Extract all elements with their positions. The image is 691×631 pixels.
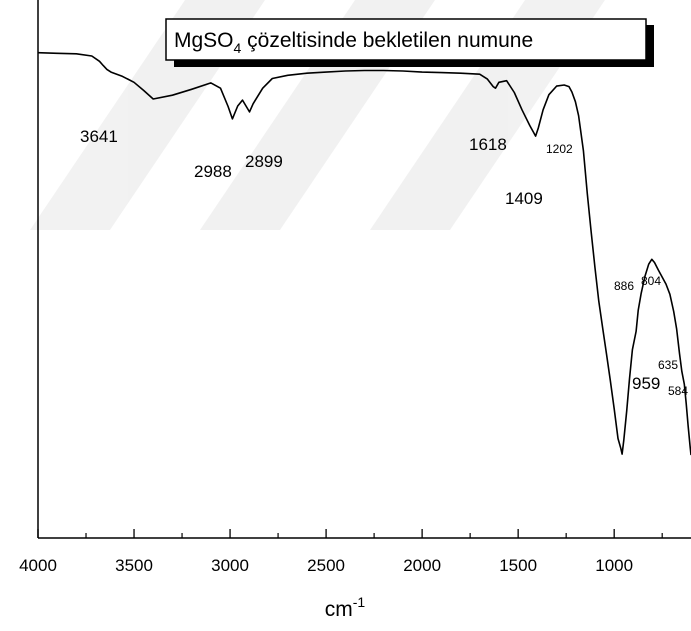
chart-title: MgSO4 çözeltisinde bekletilen numune: [174, 29, 533, 56]
peak-label-3641: 3641: [80, 127, 118, 146]
peak-label-959: 959: [632, 374, 660, 393]
peak-label-2988: 2988: [194, 162, 232, 181]
x-tick-label-1000: 1000: [595, 556, 633, 575]
peak-label-1618: 1618: [469, 135, 507, 154]
peak-label-804: 804: [641, 274, 661, 288]
plot-background: [38, 0, 691, 538]
x-tick-label-3500: 3500: [115, 556, 153, 575]
x-tick-label-4000: 4000: [19, 556, 57, 575]
x-tick-label-2000: 2000: [403, 556, 441, 575]
peak-label-584: 584: [668, 384, 688, 398]
chart-title-subscript: 4: [234, 40, 242, 56]
peak-label-2899: 2899: [245, 152, 283, 171]
peak-label-1409: 1409: [505, 189, 543, 208]
peak-label-635: 635: [658, 358, 678, 372]
spectrum-line: [38, 51, 691, 456]
x-tick-label-2500: 2500: [307, 556, 345, 575]
peak-label-886: 886: [614, 279, 634, 293]
title-box-frame: [165, 18, 647, 61]
x-axis-label: cm-1: [325, 594, 366, 621]
chart-title-rest: çözeltisinde bekletilen numune: [241, 29, 533, 52]
title-box: MgSO4 çözeltisinde bekletilen numune: [165, 18, 654, 67]
x-tick-label-3000: 3000: [211, 556, 249, 575]
peak-label-1202: 1202: [546, 142, 573, 156]
x-axis-label-superscript: -1: [353, 594, 366, 610]
x-tick-label-1500: 1500: [499, 556, 537, 575]
